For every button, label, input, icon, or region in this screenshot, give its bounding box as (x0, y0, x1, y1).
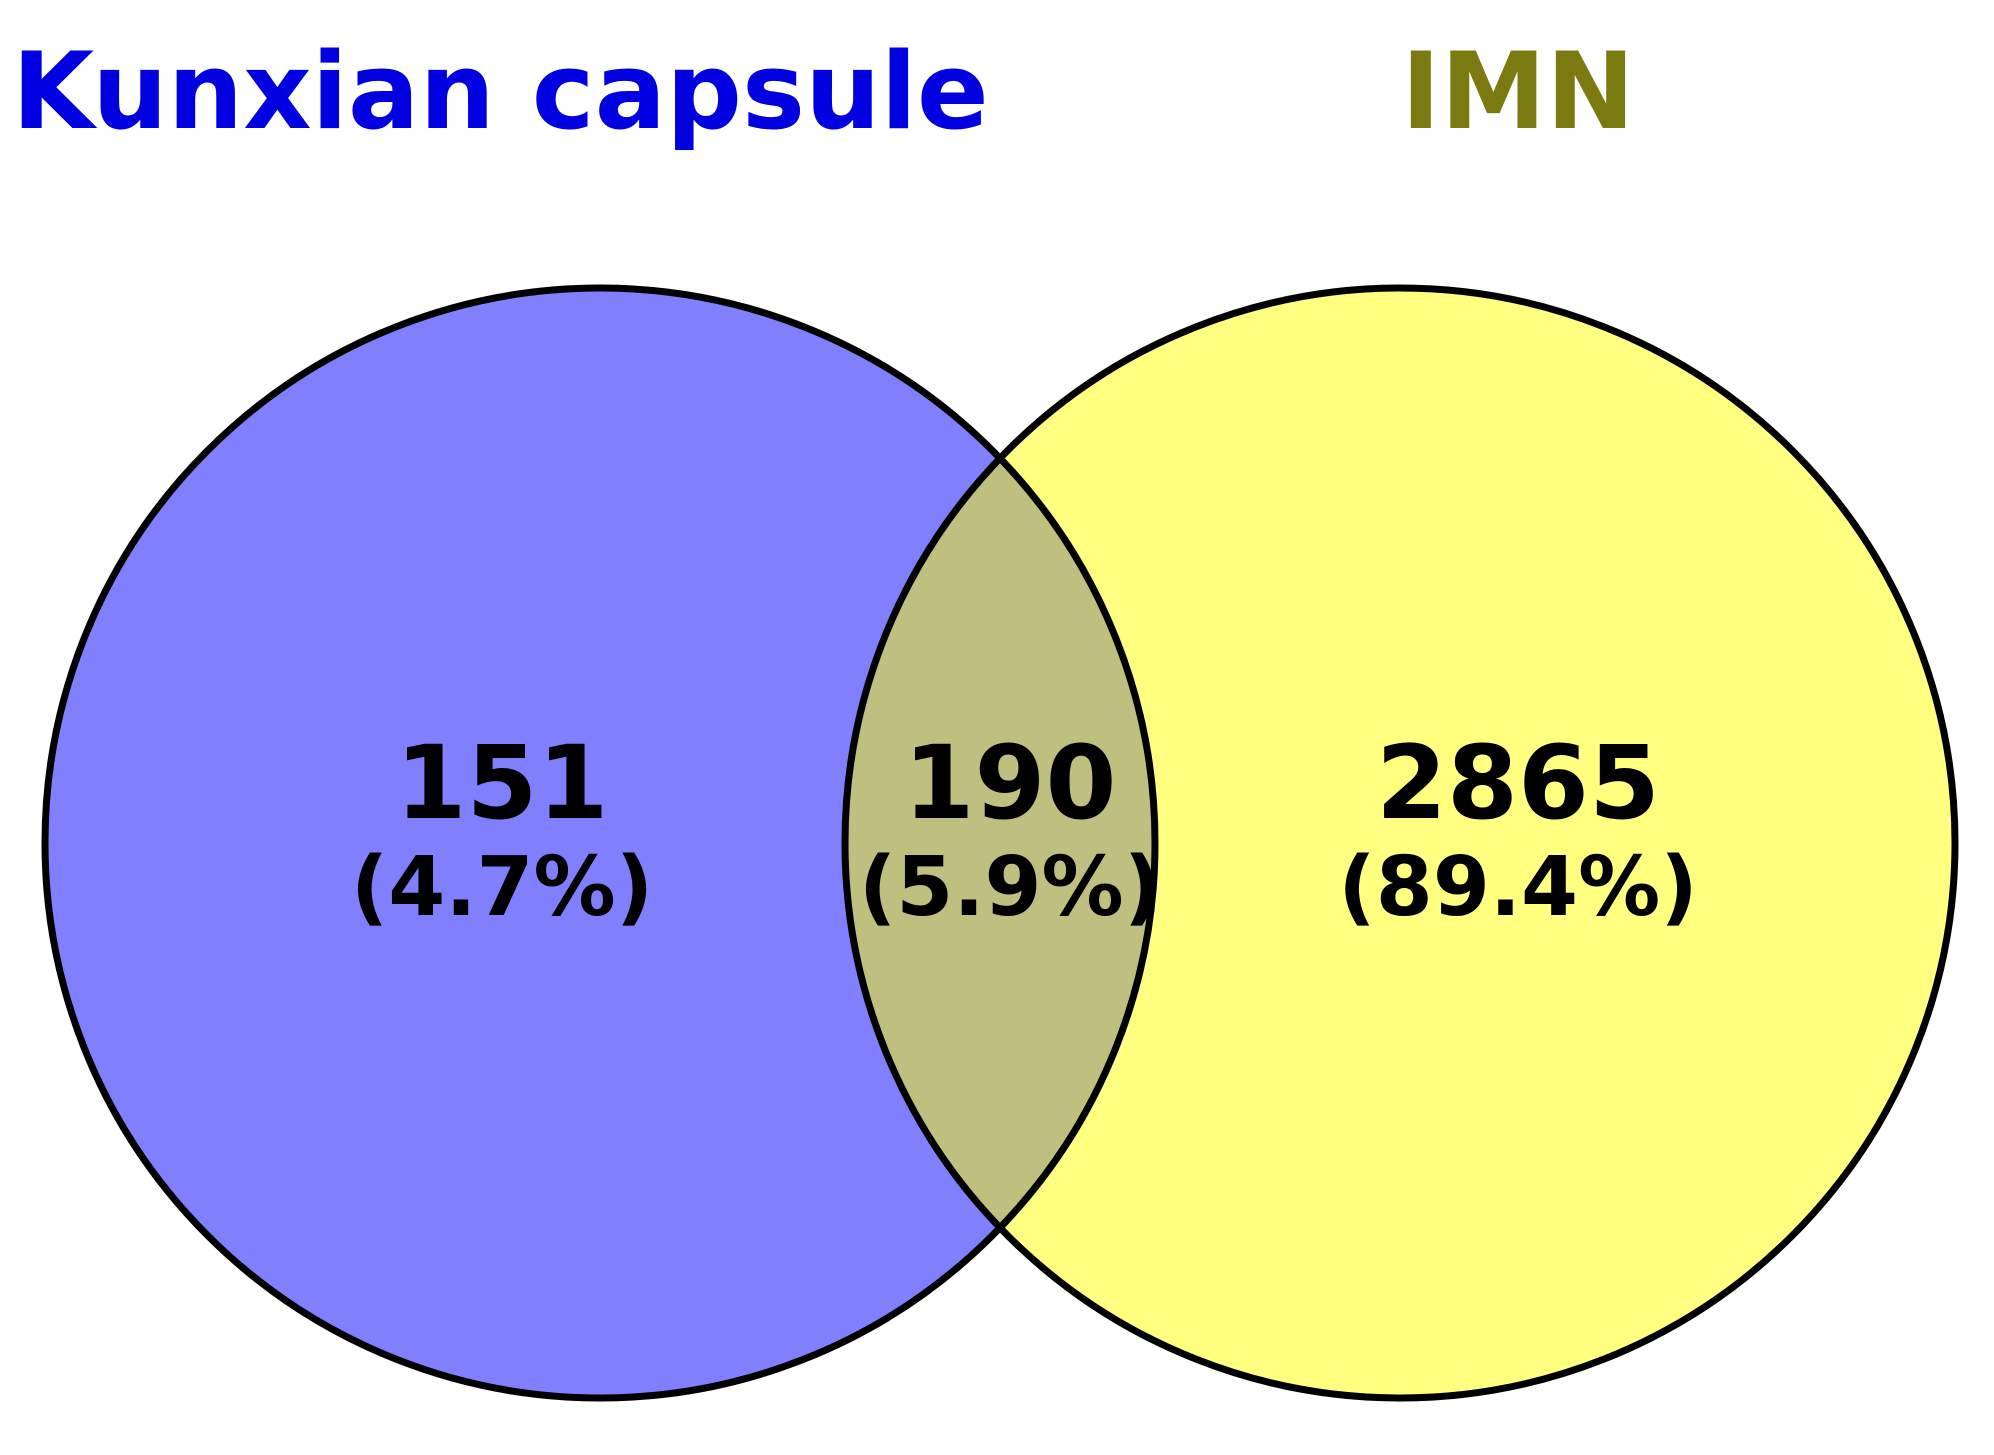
region-count-kunxian-only: 151 (396, 724, 609, 843)
set-outline-imn (841, 284, 1959, 1402)
set-circle-kunxian-capsule (45, 288, 1155, 1398)
region-count-intersection: 190 (904, 724, 1117, 843)
set-circle-imn (845, 288, 1955, 1398)
region-percent-intersection: (5.9%) (859, 840, 1161, 935)
region-count-imn-only: 2865 (1376, 724, 1660, 843)
set-outline-kunxian-capsule (41, 284, 1159, 1402)
region-percent-imn-only: (89.4%) (1338, 840, 1697, 935)
set-label-imn: IMN (1401, 30, 1635, 153)
region-percent-kunxian-only: (4.7%) (351, 840, 653, 935)
set-label-kunxian-capsule: Kunxian capsule (12, 30, 989, 153)
